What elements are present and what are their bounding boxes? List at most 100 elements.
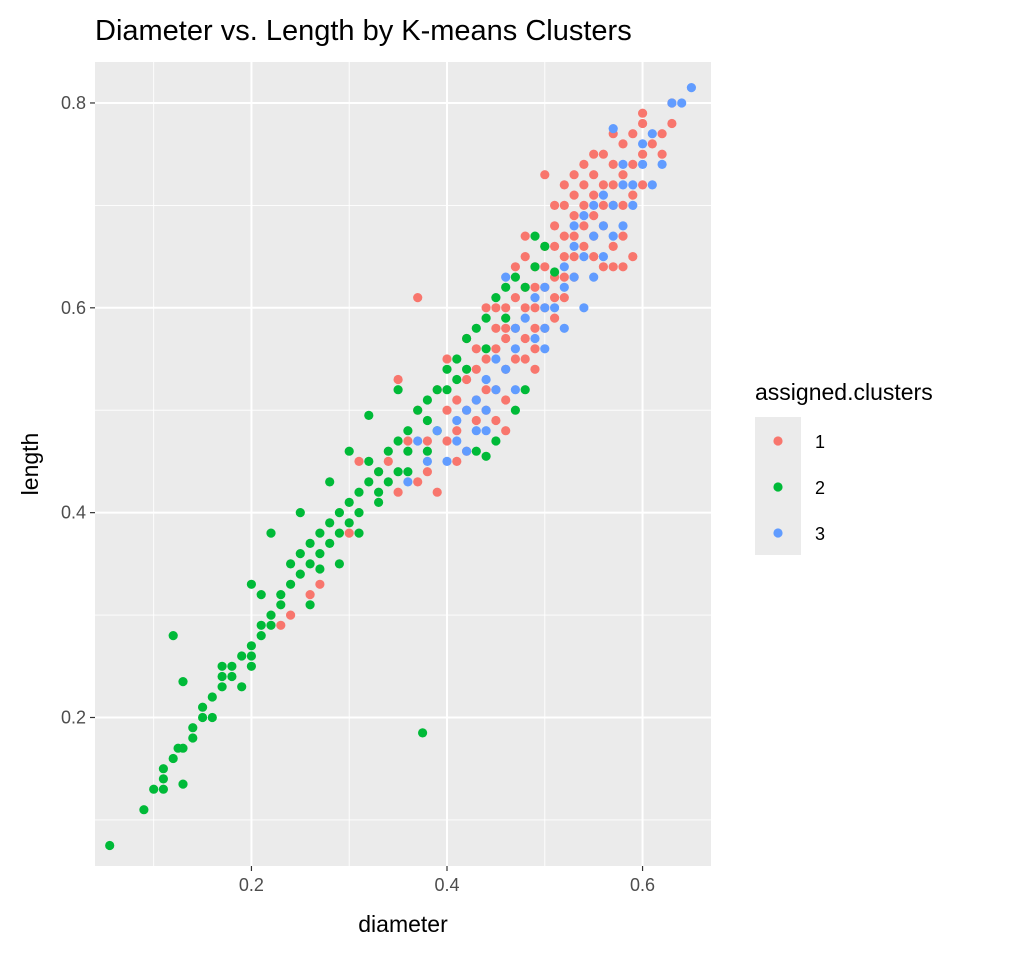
data-point-cluster-2	[325, 518, 335, 528]
data-point-cluster-3	[598, 190, 609, 200]
data-point-cluster-2	[462, 333, 472, 344]
data-point-cluster-2	[364, 410, 374, 420]
data-point-cluster-3	[481, 426, 491, 436]
data-point-cluster-1	[638, 149, 648, 159]
data-point-cluster-2	[501, 313, 511, 323]
data-point-cluster-1	[491, 415, 501, 426]
data-point-cluster-1	[657, 149, 667, 159]
data-point-cluster-2	[286, 579, 296, 589]
data-point-cluster-2	[305, 559, 315, 569]
data-point-cluster-3	[559, 323, 569, 333]
data-point-cluster-2	[173, 743, 183, 753]
data-point-cluster-1	[530, 344, 540, 354]
data-point-cluster-1	[618, 139, 628, 149]
data-point-cluster-3	[452, 415, 462, 426]
data-point-cluster-1	[286, 610, 296, 620]
data-point-cluster-2	[550, 267, 560, 277]
data-point-cluster-3	[618, 180, 628, 190]
data-point-cluster-1	[510, 262, 520, 272]
data-point-cluster-3	[579, 211, 589, 221]
data-point-cluster-3	[471, 395, 481, 405]
data-point-cluster-1	[579, 241, 589, 251]
data-point-cluster-2	[530, 262, 540, 272]
data-point-cluster-3	[628, 200, 638, 210]
data-point-cluster-2	[344, 518, 354, 528]
data-point-cluster-2	[491, 293, 501, 303]
data-point-cluster-2	[198, 702, 208, 712]
data-point-cluster-1	[344, 528, 354, 538]
y-tick-label: 0.2	[61, 707, 86, 727]
data-point-cluster-1	[462, 374, 472, 385]
data-point-cluster-1	[530, 364, 540, 374]
data-point-cluster-3	[540, 303, 550, 313]
data-point-cluster-2	[149, 784, 159, 794]
data-point-cluster-1	[501, 303, 511, 313]
data-point-cluster-1	[608, 241, 618, 251]
data-point-cluster-2	[246, 651, 256, 661]
data-point-cluster-1	[520, 231, 530, 241]
data-point-cluster-1	[608, 159, 618, 169]
data-point-cluster-1	[491, 323, 501, 333]
data-point-cluster-3	[540, 282, 550, 292]
data-point-cluster-1	[550, 200, 560, 210]
data-point-cluster-1	[550, 293, 560, 303]
data-point-cluster-2	[344, 446, 354, 456]
data-point-cluster-2	[227, 671, 237, 682]
data-point-cluster-1	[452, 456, 462, 466]
data-point-cluster-2	[422, 395, 432, 405]
data-point-cluster-1	[598, 149, 609, 159]
data-point-cluster-2	[520, 385, 530, 395]
data-point-cluster-3	[647, 129, 657, 139]
data-point-cluster-3	[462, 405, 472, 415]
data-point-cluster-2	[432, 385, 442, 395]
data-point-cluster-2	[364, 456, 374, 466]
data-point-cluster-2	[237, 682, 247, 692]
data-point-cluster-3	[520, 313, 530, 323]
data-point-cluster-2	[354, 487, 364, 497]
data-point-cluster-1	[354, 456, 364, 466]
data-point-cluster-2	[158, 764, 168, 774]
data-point-cluster-3	[589, 231, 599, 241]
data-point-cluster-1	[305, 590, 315, 600]
data-point-cluster-1	[501, 395, 511, 405]
data-point-cluster-1	[510, 354, 520, 364]
data-point-cluster-1	[530, 303, 540, 313]
legend-label-2: 2	[815, 478, 825, 498]
data-point-cluster-2	[139, 805, 149, 815]
data-point-cluster-2	[325, 538, 335, 549]
data-point-cluster-2	[158, 784, 168, 794]
data-point-cluster-2	[530, 231, 540, 241]
data-point-cluster-1	[638, 118, 648, 129]
data-point-cluster-2	[442, 385, 452, 395]
data-point-cluster-2	[471, 446, 481, 456]
data-point-cluster-1	[413, 477, 423, 487]
data-point-cluster-1	[559, 293, 569, 303]
data-point-cluster-2	[344, 497, 354, 507]
data-point-cluster-1	[520, 333, 530, 344]
data-point-cluster-2	[256, 631, 266, 641]
data-point-cluster-1	[530, 323, 540, 333]
data-point-cluster-1	[618, 170, 628, 180]
data-point-cluster-1	[422, 436, 432, 446]
data-point-cluster-2	[383, 477, 393, 487]
data-point-cluster-3	[628, 180, 638, 190]
data-point-cluster-3	[579, 252, 589, 262]
data-point-cluster-2	[364, 477, 374, 487]
data-point-cluster-3	[471, 426, 481, 436]
data-point-cluster-3	[530, 333, 540, 344]
data-point-cluster-2	[383, 446, 393, 456]
data-point-cluster-3	[481, 374, 491, 385]
y-tick-label: 0.4	[61, 503, 86, 523]
data-point-cluster-1	[481, 303, 491, 313]
data-point-cluster-2	[315, 549, 325, 559]
data-point-cluster-1	[559, 272, 569, 282]
data-point-cluster-2	[374, 497, 384, 507]
data-point-cluster-3	[589, 200, 599, 210]
data-point-cluster-2	[105, 840, 115, 851]
legend-key-1	[773, 436, 783, 446]
data-point-cluster-1	[569, 252, 579, 262]
data-point-cluster-2	[217, 671, 227, 682]
data-point-cluster-1	[452, 395, 462, 405]
data-point-cluster-1	[471, 344, 481, 354]
